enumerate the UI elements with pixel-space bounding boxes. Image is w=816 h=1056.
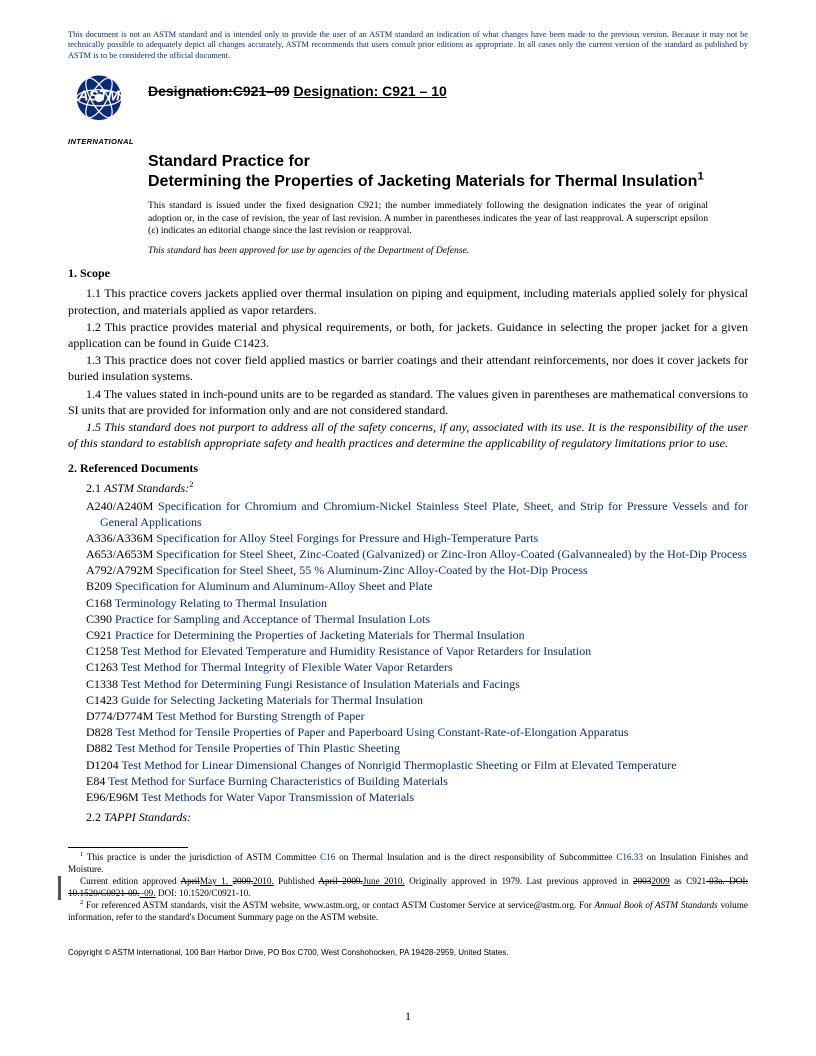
dod-note: This standard has been approved for use … xyxy=(148,245,748,256)
ref-title-link[interactable]: Terminology Relating to Thermal Insulati… xyxy=(115,596,327,610)
logo-label: INTERNATIONAL xyxy=(68,137,130,146)
ref-code: D1204 xyxy=(86,758,121,772)
title-block: Standard Practice for Determining the Pr… xyxy=(148,152,748,192)
ref-item: D828 Test Method for Tensile Properties … xyxy=(68,724,748,740)
ref-item: C168 Terminology Relating to Thermal Ins… xyxy=(68,595,748,611)
ref-title-link[interactable]: Test Method for Tensile Properties of Th… xyxy=(115,741,400,755)
ref-code: E96/E96M xyxy=(86,790,141,804)
astm-logo: ASTM INTERNATIONAL xyxy=(68,73,130,146)
title-lead: Standard Practice for xyxy=(148,152,748,172)
scope-p2: 1.2 This practice provides material and … xyxy=(68,319,748,351)
ref-title-link[interactable]: Test Method for Linear Dimensional Chang… xyxy=(121,758,676,772)
copyright-text: Copyright © ASTM International, 100 Barr… xyxy=(68,948,748,957)
footnote-1: 1 This practice is under the jurisdictio… xyxy=(68,852,748,876)
ref-item: C390 Practice for Sampling and Acceptanc… xyxy=(68,611,748,627)
ref-item: E84 Test Method for Surface Burning Char… xyxy=(68,773,748,789)
ref-item: D1204 Test Method for Linear Dimensional… xyxy=(68,757,748,773)
ref-title-link[interactable]: Test Method for Bursting Strength of Pap… xyxy=(156,709,364,723)
ref-code: A792/A792M xyxy=(86,563,156,577)
ref-title-link[interactable]: Practice for Sampling and Acceptance of … xyxy=(115,612,430,626)
ref-code: E84 xyxy=(86,774,108,788)
ref-item: A653/A653M Specification for Steel Sheet… xyxy=(68,546,748,562)
refs-sub2: 2.2 TAPPI Standards: xyxy=(68,809,748,825)
footnote-1b: Current edition approved AprilMay 1, 200… xyxy=(58,876,748,900)
ref-item: E96/E96M Test Methods for Water Vapor Tr… xyxy=(68,789,748,805)
ref-item: A336/A336M Specification for Alloy Steel… xyxy=(68,530,748,546)
ref-code: C1338 xyxy=(86,677,121,691)
page-number: 1 xyxy=(0,1009,816,1024)
disclaimer-text: This document is not an ASTM standard an… xyxy=(68,30,748,61)
ref-code: A336/A336M xyxy=(86,531,156,545)
header-row: ASTM INTERNATIONAL Designation:C921–09 D… xyxy=(68,73,748,146)
refs-heading: 2. Referenced Documents xyxy=(68,461,748,476)
ref-title-link[interactable]: Test Method for Thermal Integrity of Fle… xyxy=(121,660,453,674)
footnote-rule xyxy=(68,847,188,848)
ref-title-link[interactable]: Practice for Determining the Properties … xyxy=(115,628,525,642)
ref-title-link[interactable]: Specification for Aluminum and Aluminum-… xyxy=(115,579,433,593)
issuance-note: This standard is issued under the fixed … xyxy=(148,200,708,237)
ref-title-link[interactable]: Specification for Chromium and Chromium-… xyxy=(100,499,748,529)
ref-title-link[interactable]: Test Method for Surface Burning Characte… xyxy=(108,774,448,788)
ref-item: B209 Specification for Aluminum and Alum… xyxy=(68,578,748,594)
reference-list: A240/A240M Specification for Chromium an… xyxy=(68,498,748,806)
ref-code: C1263 xyxy=(86,660,121,674)
ref-code: C921 xyxy=(86,628,115,642)
ref-title-link[interactable]: Test Method for Elevated Temperature and… xyxy=(121,644,591,658)
ref-title-link[interactable]: Specification for Alloy Steel Forgings f… xyxy=(156,531,538,545)
ref-code: B209 xyxy=(86,579,115,593)
ref-item: A792/A792M Specification for Steel Sheet… xyxy=(68,562,748,578)
ref-code: C1258 xyxy=(86,644,121,658)
refs-sub1: 2.1 ASTM Standards:2 xyxy=(68,480,748,496)
ref-code: A653/A653M xyxy=(86,547,156,561)
ref-title-link[interactable]: Specification for Steel Sheet, Zinc-Coat… xyxy=(156,547,746,561)
title-main: Determining the Properties of Jacketing … xyxy=(148,172,748,192)
ref-code: C390 xyxy=(86,612,115,626)
ref-item: C1258 Test Method for Elevated Temperatu… xyxy=(68,643,748,659)
ref-item: D882 Test Method for Tensile Properties … xyxy=(68,740,748,756)
ref-title-link[interactable]: Guide for Selecting Jacketing Materials … xyxy=(121,693,423,707)
ref-item: A240/A240M Specification for Chromium an… xyxy=(68,498,748,530)
ref-item: C1423 Guide for Selecting Jacketing Mate… xyxy=(68,692,748,708)
ref-code: A240/A240M xyxy=(86,499,158,513)
ref-code: C168 xyxy=(86,596,115,610)
ref-code: D774/D774M xyxy=(86,709,156,723)
ref-title-link[interactable]: Test Methods for Water Vapor Transmissio… xyxy=(141,790,414,804)
designation-line: Designation:C921–09 Designation: C921 – … xyxy=(148,83,447,99)
ref-item: C1263 Test Method for Thermal Integrity … xyxy=(68,659,748,675)
ref-item: D774/D774M Test Method for Bursting Stre… xyxy=(68,708,748,724)
ref-code: D828 xyxy=(86,725,115,739)
committee-link[interactable]: C16 xyxy=(320,852,335,862)
scope-p5: 1.5 This standard does not purport to ad… xyxy=(68,419,748,451)
ref-item: C1338 Test Method for Determining Fungi … xyxy=(68,676,748,692)
ref-code: C1423 xyxy=(86,693,121,707)
footnote-2: 2 For referenced ASTM standards, visit t… xyxy=(68,900,748,924)
scope-p1: 1.1 This practice covers jackets applied… xyxy=(68,285,748,317)
ref-title-link[interactable]: Specification for Steel Sheet, 55 % Alum… xyxy=(156,563,587,577)
subcommittee-link[interactable]: C16.33 xyxy=(616,852,643,862)
ref-code: D882 xyxy=(86,741,115,755)
scope-p4: 1.4 The values stated in inch-pound unit… xyxy=(68,386,748,418)
scope-heading: 1. Scope xyxy=(68,266,748,281)
ref-item: C921 Practice for Determining the Proper… xyxy=(68,627,748,643)
scope-p3: 1.3 This practice does not cover field a… xyxy=(68,352,748,384)
svg-text:ASTM: ASTM xyxy=(77,88,121,104)
ref-title-link[interactable]: Test Method for Tensile Properties of Pa… xyxy=(115,725,628,739)
ref-title-link[interactable]: Test Method for Determining Fungi Resist… xyxy=(121,677,520,691)
